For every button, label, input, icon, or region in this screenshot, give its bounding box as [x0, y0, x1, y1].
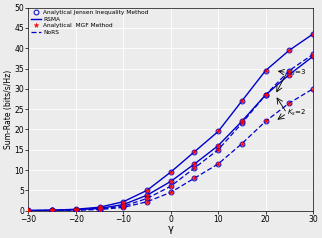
- Text: $K_s$=2: $K_s$=2: [287, 108, 306, 118]
- Text: $K_s$=3: $K_s$=3: [287, 68, 306, 78]
- Legend: Analytical Jensen Inequality Method, RSMA, Analytical  MGF Method, NoRS: Analytical Jensen Inequality Method, RSM…: [30, 10, 149, 35]
- Y-axis label: Sum-Rate (bits/s/Hz): Sum-Rate (bits/s/Hz): [4, 69, 13, 149]
- X-axis label: γ: γ: [168, 224, 174, 234]
